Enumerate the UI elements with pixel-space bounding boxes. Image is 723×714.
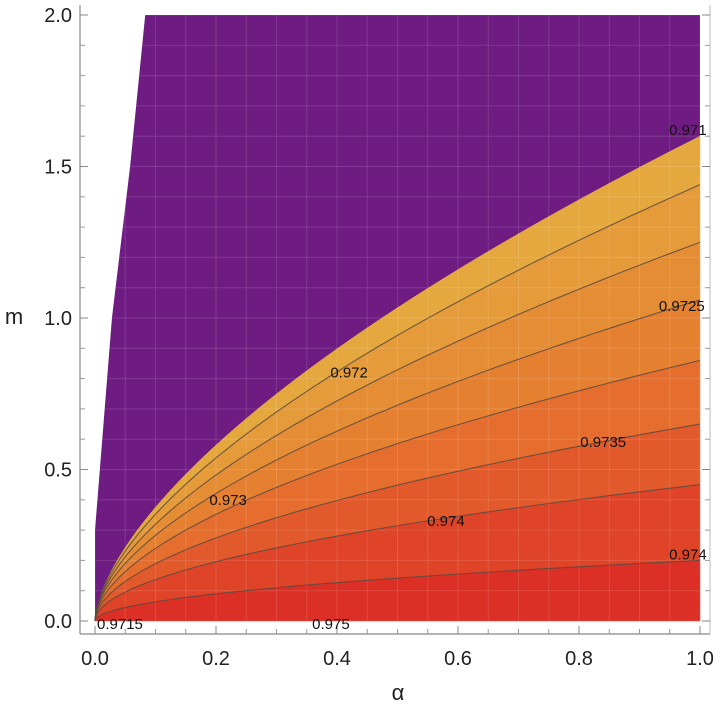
contour-label: 0.972 (330, 365, 368, 382)
contour-line-0.9725 (94, 299, 701, 622)
contour-label: 0.9715 (97, 616, 143, 633)
plot-frame (79, 5, 711, 635)
contour-label: 0.973 (209, 492, 247, 509)
y-axis-label: m (5, 304, 23, 329)
axis-ticks: 0.0 0.2 0.4 0.6 0.8 1.0 0.0 0.5 1.0 1.5 2.0 (44, 5, 714, 670)
contour-label: 0.974 (669, 546, 707, 563)
y-tick-label: 1.0 (44, 308, 72, 330)
region-outside (95, 15, 700, 621)
x-tick-label: 0.6 (444, 648, 472, 670)
contour-bands (94, 14, 701, 622)
x-tick-label: 0.8 (565, 648, 593, 670)
x-tick-label: 1.0 (686, 648, 714, 670)
contour-label: 0.9735 (580, 434, 626, 451)
contour-label: 0.971 (669, 122, 707, 139)
y-tick-label: 0.0 (44, 611, 72, 633)
x-axis-label: α (392, 680, 405, 705)
contour-line-0.9735 (94, 423, 701, 622)
contour-line-0.9745 (94, 559, 701, 622)
contour-line-0.973 (94, 359, 701, 622)
contour-label: 0.975 (312, 616, 350, 633)
contour-line-0.9715 (94, 184, 701, 622)
y-tick-label: 2.0 (44, 5, 72, 27)
y-tick-label: 0.5 (44, 460, 72, 482)
contour-label: 0.9725 (659, 298, 705, 315)
x-tick-label: 0.2 (202, 648, 230, 670)
contour-labels: 0.971 0.9725 0.972 0.9735 0.973 0.974 0.974 0.9… (97, 122, 707, 633)
x-tick-label: 0.4 (323, 648, 351, 670)
contour-lines (94, 184, 701, 622)
y-tick-label: 1.5 (44, 157, 72, 179)
x-tick-label: 0.0 (81, 648, 109, 670)
contour-line-0.974 (94, 484, 701, 622)
contour-label: 0.974 (427, 513, 465, 530)
contour-line-0.972 (94, 241, 701, 622)
